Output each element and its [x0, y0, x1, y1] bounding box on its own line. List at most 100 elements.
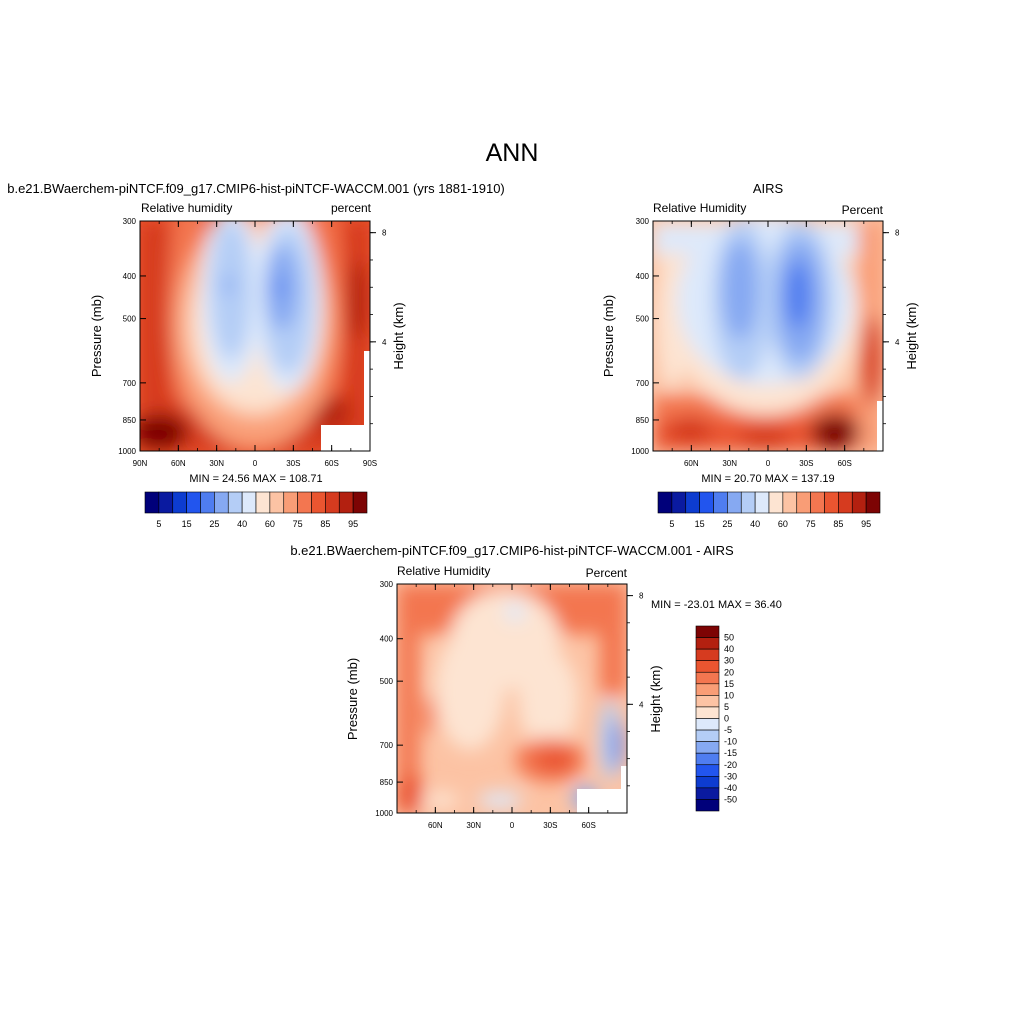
colorbar-label: 40 — [237, 519, 247, 529]
y-tick-label: 1000 — [375, 809, 393, 818]
colorbar-box — [695, 683, 720, 696]
colorbar-box — [754, 491, 770, 514]
y-right-axis-label: Height (km) — [904, 302, 919, 369]
y-axis-label: Pressure (mb) — [345, 658, 360, 740]
colorbar-label: 60 — [778, 519, 788, 529]
colorbar-label: 5 — [156, 519, 161, 529]
colorbar-box — [838, 491, 853, 514]
colorbar-label: 95 — [348, 519, 358, 529]
y-tick-label: 1000 — [118, 447, 136, 456]
colorbar-box — [768, 491, 784, 514]
y-tick-label: 300 — [123, 217, 137, 226]
colorbar-box — [695, 706, 720, 719]
colorbar-box — [824, 491, 839, 514]
left-string: Relative Humidity — [653, 201, 746, 215]
y-tick-label: 400 — [123, 272, 137, 281]
colorbar-label: -10 — [724, 737, 737, 747]
y-tick-label: 400 — [380, 635, 394, 644]
colorbar-label: 20 — [724, 667, 734, 677]
colorbar-box — [685, 491, 700, 514]
colorbar-label: 60 — [265, 519, 275, 529]
min-max-label: MIN = 20.70 MAX = 137.19 — [701, 473, 834, 485]
y-tick-label: 500 — [123, 315, 137, 324]
colorbar-box — [158, 491, 174, 514]
colorbar-box — [695, 799, 720, 812]
colorbar-box — [695, 671, 720, 685]
right-string: Percent — [842, 203, 884, 217]
colorbar-box — [338, 491, 354, 514]
page-title: ANN — [486, 139, 539, 167]
y-tick-label: 500 — [380, 677, 394, 686]
colorbar-label: 30 — [724, 656, 734, 666]
colorbar-label: 85 — [833, 519, 843, 529]
colorbar-box — [671, 491, 687, 514]
colorbar-box — [810, 491, 825, 514]
y-right-axis-label: Height (km) — [648, 665, 663, 732]
x-tick-label: 30N — [209, 459, 224, 468]
colorbar-box — [200, 491, 215, 514]
colorbar-label: 75 — [806, 519, 816, 529]
colorbar-box — [699, 491, 714, 514]
x-tick-label: 30N — [722, 459, 737, 468]
colorbar-box — [865, 491, 881, 514]
colorbar-box — [713, 491, 728, 514]
y-tick-label: 1000 — [631, 447, 649, 456]
colorbar: 5 15 25 40 60 75 85 95 — [657, 491, 881, 529]
x-tick-label: 60N — [684, 459, 699, 468]
y-right-axis-label: Height (km) — [391, 302, 406, 369]
colorbar-label: 25 — [209, 519, 219, 529]
colorbar-box — [796, 491, 811, 514]
colorbar-box — [297, 491, 312, 514]
left-string: Relative Humidity — [397, 564, 490, 578]
x-tick-label: 60S — [325, 459, 339, 468]
y-tick-label: 850 — [123, 416, 137, 425]
colorbar-label: 40 — [750, 519, 760, 529]
y-tick-label: 500 — [636, 315, 650, 324]
x-tick-label: 60N — [428, 821, 443, 830]
colorbar-box — [695, 637, 720, 650]
colorbar-box — [695, 752, 720, 766]
colorbar-label: -5 — [724, 725, 732, 735]
x-tick-label: 30S — [543, 821, 557, 830]
colorbar-box — [695, 764, 720, 777]
y-tick-label: 700 — [123, 379, 137, 388]
colorbar-box — [695, 776, 720, 789]
axes: 60N 30N 0 30S 60S 300 400 500 700 850 1000 8 4 — [375, 580, 644, 830]
right-string: percent — [331, 201, 372, 215]
colorbar-label: 15 — [695, 519, 705, 529]
y-right-tick-label: 8 — [382, 229, 387, 238]
colorbar-box — [311, 491, 326, 514]
right-string: Percent — [586, 566, 628, 580]
panel-title: b.e21.BWaerchem-piNTCF.f09_g17.CMIP6-his… — [7, 181, 505, 196]
colorbar-box — [851, 491, 867, 514]
colorbar-label: 95 — [861, 519, 871, 529]
colorbar-label: 40 — [724, 644, 734, 654]
colorbar-box — [727, 491, 742, 514]
colorbar-box — [695, 741, 720, 754]
colorbar-label: 5 — [724, 702, 729, 712]
x-tick-label: 60S — [838, 459, 852, 468]
x-tick-label: 30S — [799, 459, 813, 468]
y-tick-label: 400 — [636, 272, 650, 281]
colorbar-box — [782, 491, 798, 514]
colorbar-label: 75 — [293, 519, 303, 529]
x-tick-label: 30N — [466, 821, 481, 830]
colorbar-box — [283, 491, 298, 514]
colorbar-label: -20 — [724, 760, 737, 770]
colorbar-label: 85 — [320, 519, 330, 529]
colorbar-label: 25 — [722, 519, 732, 529]
x-tick-label: 90N — [133, 459, 148, 468]
axes: 60N 30N 0 30S 60S 300 400 500 700 850 1000 8 4 — [631, 217, 900, 468]
left-string: Relative humidity — [141, 201, 232, 215]
panel-title: AIRS — [753, 181, 784, 196]
y-axis-label: Pressure (mb) — [89, 295, 104, 377]
y-tick-label: 850 — [636, 416, 650, 425]
colorbar-label: -40 — [724, 783, 737, 793]
colorbar-box — [214, 491, 229, 514]
x-tick-label: 60N — [171, 459, 186, 468]
colorbar: 5 15 25 40 60 75 85 95 — [144, 491, 368, 529]
colorbar-box — [695, 718, 720, 731]
colorbar-box — [144, 491, 160, 514]
colorbar-box — [740, 491, 756, 514]
colorbar-box — [325, 491, 340, 514]
